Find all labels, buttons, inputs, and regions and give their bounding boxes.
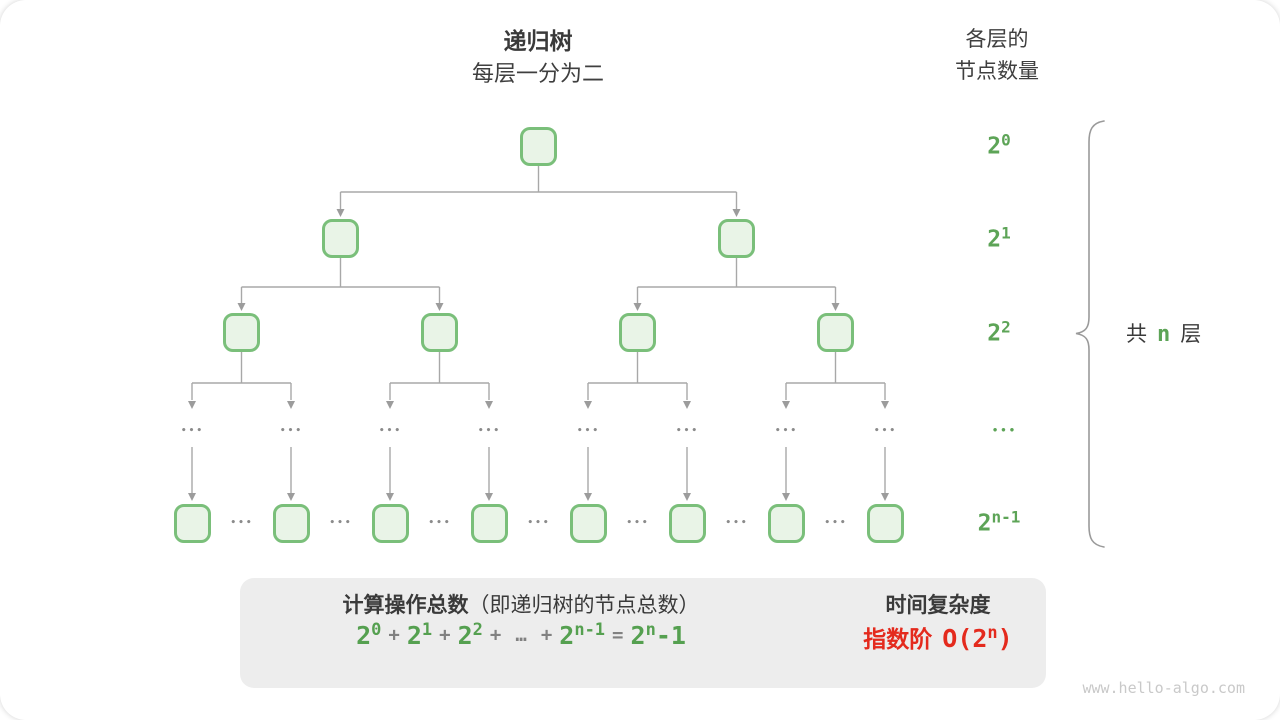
level-label-0: 20 — [987, 131, 1011, 160]
tree-node — [421, 313, 458, 352]
tree-ellipsis: ••• — [477, 426, 502, 436]
tree-ellipsis: ••• — [576, 426, 601, 436]
level-label-1: 21 — [987, 224, 1011, 253]
caption-suffix: 层 — [1180, 323, 1202, 346]
plus-operator: + — [489, 624, 502, 646]
bottom-row-ellipsis: ••• — [329, 518, 353, 528]
term-2-1: 21 — [406, 620, 433, 650]
right-title-line1: 各层的 — [965, 28, 1029, 51]
summary-box: 计算操作总数（即递归树的节点总数） 20 +21 +22 + … +2n-1 = 2n-1 时… — [240, 578, 1046, 688]
result-close: ) — [997, 624, 1013, 653]
tree-node — [371, 504, 409, 543]
right-title-line2: 节点数量 — [955, 60, 1039, 83]
plus-operator: + — [388, 624, 400, 646]
bottom-row-ellipsis: ••• — [725, 518, 749, 528]
level-label-base: 2 — [987, 133, 1002, 160]
tree-node — [866, 504, 904, 543]
tree-arrowheads — [188, 209, 889, 501]
plus-operator: + — [439, 624, 451, 646]
caption-prefix: 共 — [1126, 323, 1147, 346]
result-prefix: 指数阶 — [863, 626, 933, 652]
term-2-0: 20 — [356, 620, 382, 650]
figure-subtitle: 每层一分为二 — [471, 61, 605, 86]
term-2-n-1: 2n-1 — [559, 620, 606, 650]
tree-node — [470, 504, 508, 543]
tree-ellipsis: ••• — [774, 426, 799, 436]
equals-operator: = — [612, 624, 624, 646]
tree-ellipsis: ••• — [378, 426, 403, 436]
level-label-ellipsis: ••• — [991, 425, 1018, 437]
tree-ellipsis: ••• — [675, 426, 700, 436]
term-2-2: 22 — [457, 620, 483, 650]
formula-ellipsis: … — [515, 624, 527, 646]
tree-node — [668, 504, 706, 543]
level-label-sup: 1 — [1001, 223, 1011, 243]
level-label-sup: 0 — [1001, 130, 1011, 150]
figure-title: 递归树 — [503, 28, 573, 54]
level-label-base: 2 — [977, 510, 992, 537]
tree-node — [718, 219, 755, 258]
tree-node — [817, 313, 854, 352]
tree-node — [322, 219, 359, 258]
tree-node — [223, 313, 260, 352]
tree-node — [173, 504, 211, 543]
tree-ellipsis: ••• — [180, 426, 205, 436]
result-title: 时间复杂度 — [885, 594, 991, 617]
bottom-row-ellipsis: ••• — [230, 518, 254, 528]
tree-edges — [191, 163, 886, 493]
result-formula: 指数阶 O(2n) — [838, 620, 1038, 654]
level-label-2: 22 — [987, 318, 1011, 347]
level-label-base: 2 — [987, 226, 1002, 253]
bottom-row-ellipsis: ••• — [626, 518, 650, 528]
tree-node — [619, 313, 656, 352]
tree-node — [767, 504, 805, 543]
tree-node — [272, 504, 310, 543]
summary-heading: 计算操作总数（即递归树的节点总数） — [240, 589, 802, 619]
level-label-base: 2 — [987, 320, 1002, 347]
tree-node-root — [520, 127, 557, 166]
tree-ellipsis: ••• — [279, 426, 304, 436]
bottom-row-ellipsis: ••• — [428, 518, 452, 528]
watermark: www.hello-algo.com — [1082, 679, 1245, 697]
bottom-row-ellipsis: ••• — [527, 518, 551, 528]
caption-n: n — [1157, 322, 1171, 347]
plus-operator: + — [540, 624, 553, 646]
level-label-sup: n-1 — [991, 507, 1021, 527]
brace-icon — [1075, 120, 1105, 548]
summary-formula: 20 +21 +22 + … +2n-1 = 2n-1 — [240, 620, 802, 650]
bottom-row-ellipsis: ••• — [824, 518, 848, 528]
tree-node — [569, 504, 607, 543]
result-o-open: O(2 — [942, 624, 988, 653]
tree-ellipsis: ••• — [873, 426, 898, 436]
term-result: 2n-1 — [630, 620, 686, 650]
level-label-sup: 2 — [1001, 317, 1011, 337]
summary-heading-bold: 计算操作总数 — [342, 594, 469, 617]
right-column-title: 各层的 节点数量 — [917, 24, 1077, 88]
result-sup: n — [987, 623, 998, 643]
summary-heading-paren: （即递归树的节点总数） — [468, 594, 700, 617]
level-label-n-1: 2n-1 — [978, 508, 1021, 537]
